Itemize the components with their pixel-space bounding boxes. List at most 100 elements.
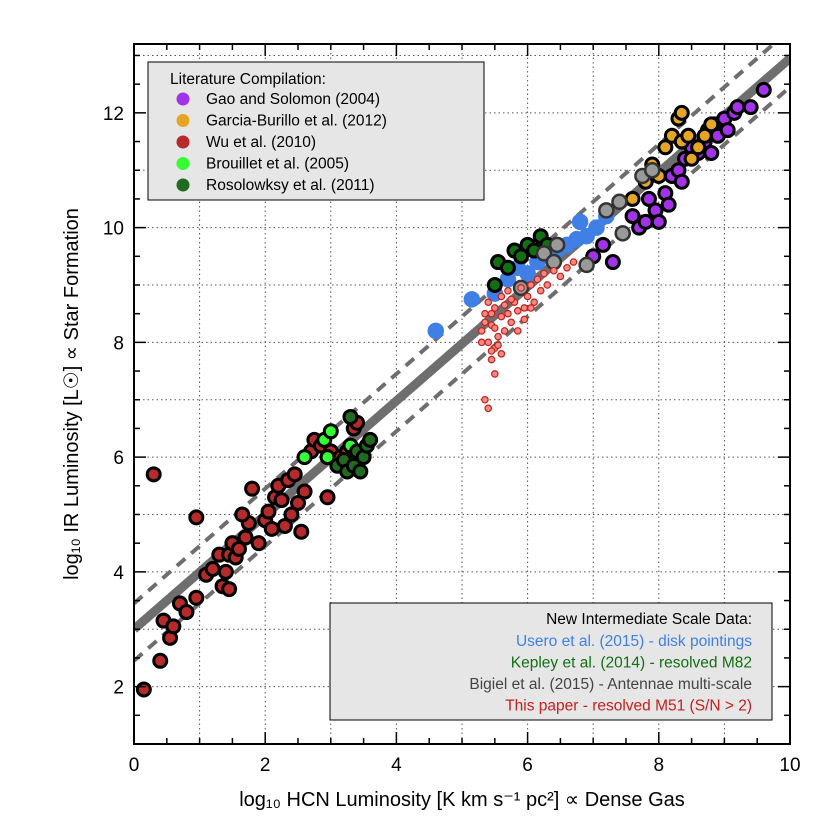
data-point (244, 480, 261, 497)
legend-marker (176, 114, 190, 127)
y-tick-label: 12 (103, 104, 124, 125)
data-point (145, 466, 162, 483)
data-point (643, 161, 661, 179)
data-point (276, 517, 293, 534)
data-point (477, 338, 486, 347)
legend-marker (176, 157, 190, 170)
data-point (286, 466, 303, 483)
legend-new-title: New Intermediate Scale Data: (546, 611, 752, 628)
data-point (486, 276, 503, 293)
data-point (680, 127, 697, 144)
data-point (230, 540, 247, 557)
data-point (342, 408, 359, 425)
legend-literature-title: Literature Compilation: (170, 71, 326, 88)
data-point (490, 370, 499, 378)
data-point (263, 520, 280, 537)
data-point (188, 509, 205, 526)
data-point (494, 332, 502, 341)
data-point (536, 286, 545, 295)
data-point (221, 581, 238, 598)
data-point (463, 291, 481, 308)
data-point (550, 266, 558, 275)
data-point (624, 190, 641, 207)
data-point (611, 193, 628, 211)
data-point (729, 99, 746, 116)
data-point (481, 395, 489, 404)
data-point (530, 298, 538, 306)
data-point (650, 213, 667, 230)
data-point (497, 312, 506, 321)
data-point (519, 265, 536, 282)
data-point (513, 327, 522, 335)
legend-label: This paper - resolved M51 (S/N > 2) (505, 698, 752, 715)
legend-marker (176, 135, 190, 149)
data-point (507, 295, 516, 304)
data-point (234, 506, 251, 523)
data-point (290, 495, 306, 512)
data-point (296, 483, 313, 500)
data-point (556, 272, 565, 281)
data-point (165, 618, 182, 635)
legend-literature: Literature Compilation: Gao and Solomon … (147, 61, 485, 201)
data-point (660, 196, 677, 213)
data-point (481, 309, 489, 318)
data-point (188, 589, 205, 606)
data-point (595, 236, 612, 253)
data-point (614, 225, 631, 242)
y-tick-label: 8 (113, 333, 124, 354)
legend-label: Brouillet et al. (2005) (206, 156, 349, 173)
data-point (362, 431, 379, 448)
data-point (484, 298, 493, 306)
data-point (477, 327, 486, 335)
data-point (513, 248, 530, 265)
data-point (683, 150, 700, 167)
data-point (490, 304, 499, 312)
legend-label: Wu et al. (2010) (206, 134, 316, 151)
series-group (329, 408, 379, 480)
data-point (696, 127, 713, 144)
data-point (703, 116, 720, 133)
data-point (494, 341, 502, 350)
data-point (273, 492, 290, 509)
legend-marker (176, 178, 190, 192)
data-point (497, 292, 506, 301)
data-point (690, 139, 707, 156)
series-group (486, 228, 556, 293)
data-point (293, 523, 310, 540)
y-tick-label: 4 (113, 563, 124, 584)
data-point (604, 254, 621, 271)
data-point (507, 318, 516, 327)
data-point (481, 318, 489, 327)
legend-label: Garcia-Burillo et al. (2012) (206, 113, 387, 130)
x-axis-title: log₁₀ HCN Luminosity [K km s⁻¹ pc²] ∝ De… (239, 789, 685, 811)
data-point (673, 104, 690, 121)
data-point (569, 258, 578, 266)
data-point (673, 173, 690, 190)
data-point (598, 202, 615, 219)
axis-ticks: 0 2 4 6 8 10 2 4 6 8 10 12 (103, 44, 801, 776)
data-point (540, 269, 548, 278)
data-point (571, 213, 589, 231)
data-point (427, 322, 445, 340)
data-point (533, 275, 542, 284)
data-point (490, 324, 499, 332)
data-point (487, 347, 496, 355)
data-point (527, 281, 535, 289)
data-point (260, 503, 277, 520)
legend-marker (176, 92, 190, 106)
data-point (484, 338, 493, 347)
x-tick-label: 6 (522, 755, 533, 776)
series-group (477, 258, 578, 413)
data-point (588, 219, 605, 236)
data-point (319, 489, 336, 506)
legend-label: Gao and Solomon (2004) (206, 91, 380, 108)
data-point (520, 315, 529, 324)
data-point (517, 284, 525, 292)
data-point (237, 529, 254, 546)
legend-new-data: New Intermediate Scale Data: Usero et al… (329, 602, 773, 721)
data-point (527, 304, 535, 312)
data-point (484, 404, 493, 413)
data-point (719, 122, 736, 139)
data-point (497, 350, 506, 358)
